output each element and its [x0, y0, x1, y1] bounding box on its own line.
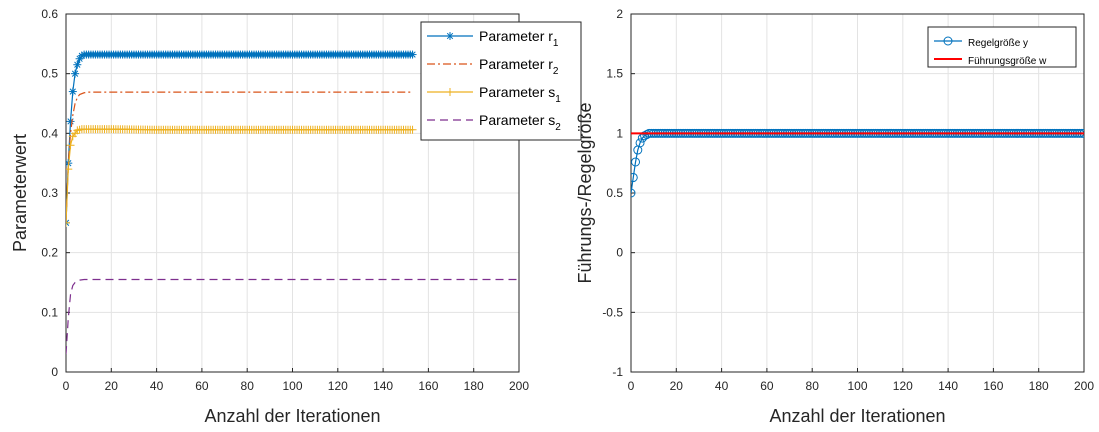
legend-item: Führungsgröße w: [934, 56, 1047, 67]
data-point: [408, 125, 417, 134]
series-parameter-s2: [66, 278, 519, 355]
x-tick-label: 40: [715, 379, 729, 393]
x-tick-label: 80: [241, 379, 255, 393]
data-point: [408, 50, 417, 59]
x-tick-label: 180: [1029, 379, 1049, 393]
y-axis-label: Führungs-/Regelgröße: [575, 102, 595, 283]
series-group: [66, 50, 519, 355]
x-tick-label: 60: [760, 379, 774, 393]
axes-box: [65, 13, 520, 373]
x-tick-label: 120: [328, 379, 348, 393]
data-point: [66, 218, 70, 227]
x-tick-label: 0: [628, 379, 635, 393]
series-group: [631, 128, 1084, 198]
x-tick-label: 140: [373, 379, 393, 393]
series-parameter-r2: [66, 91, 413, 223]
legend-item: Parameter s2: [427, 112, 561, 133]
legend-box: [927, 26, 1077, 68]
data-point: [66, 141, 75, 150]
legend-label: Parameter r1: [479, 28, 559, 49]
y-tick-label: 0.3: [41, 186, 58, 200]
x-axis-label: Anzahl der Iterationen: [769, 406, 945, 426]
series-line: [66, 91, 413, 223]
x-tick-label: 200: [1074, 379, 1094, 393]
series-parameter-r1: [66, 50, 417, 227]
legend-item: Parameter r2: [427, 56, 559, 77]
legend-item: Parameter r1: [427, 28, 559, 49]
x-tick-label: 160: [418, 379, 438, 393]
y-tick-label: 1.5: [606, 67, 623, 81]
legend-label: Regelgröße y: [968, 38, 1028, 49]
legend-label: Parameter r2: [479, 56, 559, 77]
y-tick-label: 0.1: [41, 305, 58, 319]
legend-marker: [943, 36, 953, 46]
legend: Regelgröße y Führungsgröße w: [927, 26, 1077, 68]
x-tick-label: 0: [63, 379, 70, 393]
x-tick-label: 140: [938, 379, 958, 393]
data-point: [635, 138, 645, 148]
data-point: [68, 87, 77, 96]
data-point: [631, 188, 636, 198]
y-tick-label: 0.6: [41, 7, 58, 21]
x-tick-label: 200: [509, 379, 529, 393]
data-point: [71, 69, 80, 78]
x-tick-label: 160: [983, 379, 1003, 393]
series-parameter-s1: [66, 125, 417, 227]
x-tick-label: 40: [150, 379, 164, 393]
x-tick-label: 100: [282, 379, 302, 393]
legend-label: Parameter s2: [479, 112, 561, 133]
y-tick-label: 0.5: [606, 186, 623, 200]
y-tick-label: 2: [616, 7, 623, 21]
series-line: [66, 278, 519, 355]
legend-marker: [446, 88, 454, 96]
data-point: [640, 131, 650, 141]
y-axis-label: Parameterwert: [10, 134, 30, 252]
legend: Parameter r1 Parameter r2 Parameter s1 Para…: [420, 21, 582, 141]
y-tick-label: -0.5: [602, 305, 623, 319]
data-point: [642, 130, 652, 140]
plot-control: 0 20 40 60 80 100 120 140 160 180 200 -1 -0.5 0 0.5 1 1.…: [575, 7, 1094, 426]
y-tick-label: 0: [51, 365, 58, 379]
y-tick-label: 0.2: [41, 246, 58, 260]
x-tick-label: 80: [806, 379, 820, 393]
y-tick-label: 0: [616, 246, 623, 260]
y-tick-label: 0.5: [41, 67, 58, 81]
x-tick-label: 100: [847, 379, 867, 393]
x-tick-label: 60: [195, 379, 209, 393]
legend-item: Regelgröße y: [934, 36, 1028, 49]
x-axis-label: Anzahl der Iterationen: [204, 406, 380, 426]
y-tick-label: -1: [612, 365, 623, 379]
legend-marker: [446, 32, 454, 40]
x-tick-label: 120: [893, 379, 913, 393]
x-tick-label: 20: [105, 379, 119, 393]
data-point: [73, 60, 82, 69]
plot-parameters: 0 20 40 60 80 100 120 140 160 180 200 0 0.1 0.2 0.3 0.4…: [10, 7, 582, 426]
x-tick-label: 180: [464, 379, 484, 393]
data-point: [66, 165, 73, 174]
data-point: [631, 172, 638, 182]
x-tick-label: 20: [670, 379, 684, 393]
legend-item: Parameter s1: [427, 84, 561, 105]
legend-label: Parameter s1: [479, 84, 561, 105]
data-point: [631, 157, 641, 167]
y-tick-label: 0.4: [41, 126, 58, 140]
y-tick-label: 1: [616, 126, 623, 140]
legend-label: Führungsgröße w: [968, 56, 1047, 67]
